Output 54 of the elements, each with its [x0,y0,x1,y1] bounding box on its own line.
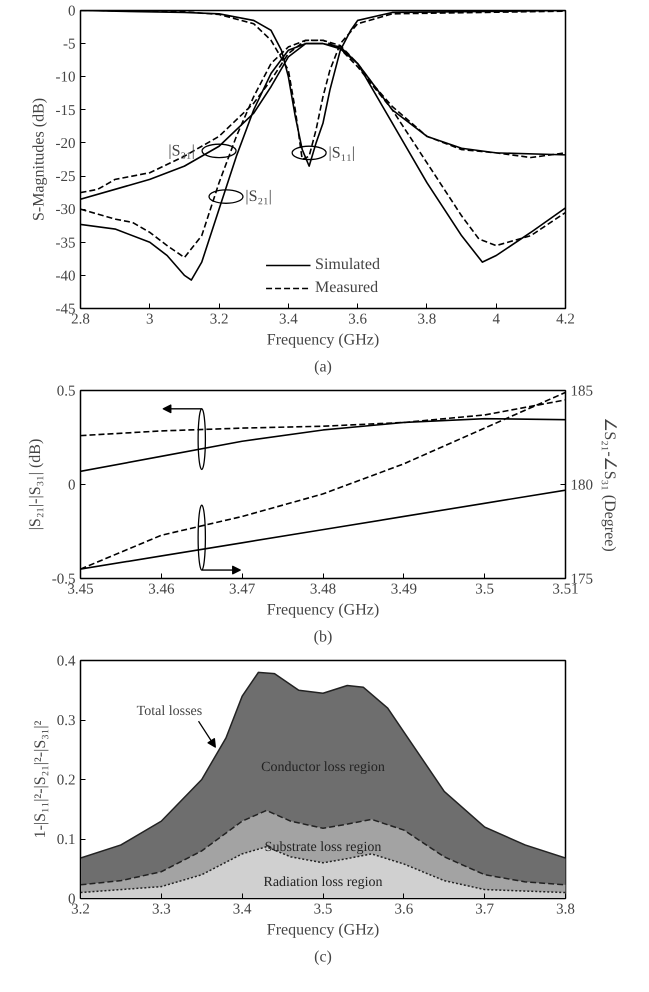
annotation: Conductor loss region [261,760,385,776]
y-tick-label: -15 [56,102,76,119]
legend-label: Simulated [315,256,380,274]
y2-tick-label: 185 [570,384,593,400]
y-tick-label: 0 [68,478,76,494]
x-tick-label: 3.6 [348,312,368,328]
text: (a) [314,358,332,376]
x-tick-label: 4 [492,312,500,328]
y-tick-label: 0 [68,4,76,20]
y-tick-label: -20 [56,136,76,152]
y-tick-label: 0.4 [56,654,76,670]
y-tick-label: 0.3 [56,713,76,729]
x-axis-title: Frequency (GHz) [266,332,380,348]
annotation: |S₃₁| [168,142,195,160]
y-tick-label: 0.2 [56,772,76,788]
annotation: Radiation loss region [264,874,383,890]
x-axis-title: Frequency (GHz) [266,922,380,938]
x-tick-label: 3.49 [390,582,417,598]
y2-tick-label: 180 [570,478,593,494]
x-tick-label: 3.8 [418,312,436,328]
x-tick-label: 3 [146,312,154,328]
x-tick-label: 3.8 [556,902,575,918]
y-tick-label: -10 [56,70,76,86]
x-tick-label: 4.2 [556,312,575,328]
annotation: Substrate loss region [264,840,382,855]
x-tick-label: 3.5 [314,902,332,918]
annotation: Total losses [136,704,202,719]
x-tick-label: 3.6 [394,902,414,918]
y-tick-label: -35 [56,235,76,252]
annotation: |S₂₁| [245,188,272,206]
x-axis-title: Frequency (GHz) [266,602,380,618]
y-axis-title: S-Magnitudes (dB) [30,98,48,222]
y-tick-label: -5 [63,36,76,53]
x-tick-label: 3.3 [152,902,171,918]
y2-axis-title: ∠S₂₁-∠S₃₁ (Degree) [601,417,618,552]
text: (c) [314,948,332,966]
x-tick-label: 3.47 [229,582,256,598]
x-tick-label: 3.7 [475,902,495,918]
y-tick-label: 0.5 [56,384,76,400]
x-tick-label: 3.2 [210,312,228,328]
x-tick-label: 3.48 [310,582,336,598]
x-tick-label: 3.5 [475,582,494,598]
x-tick-label: 3.4 [278,312,298,328]
x-tick-label: 3.46 [148,582,175,598]
y-tick-label: -30 [56,202,76,218]
y-tick-label: 0.1 [56,832,76,848]
text: (b) [314,628,332,646]
x-tick-label: 3.4 [232,902,252,918]
y-axis-title: 1-|S₁₁|²-|S₂₁|²-|S₃₁|² [32,720,49,838]
y-tick-label: -25 [56,169,76,186]
annotation: |S₁₁| [328,144,356,162]
legend-label: Measured [315,279,378,297]
y-tick-label: -40 [56,268,76,284]
y-axis-title: |S₂₁|-|S₃₁| (dB) [26,438,44,530]
